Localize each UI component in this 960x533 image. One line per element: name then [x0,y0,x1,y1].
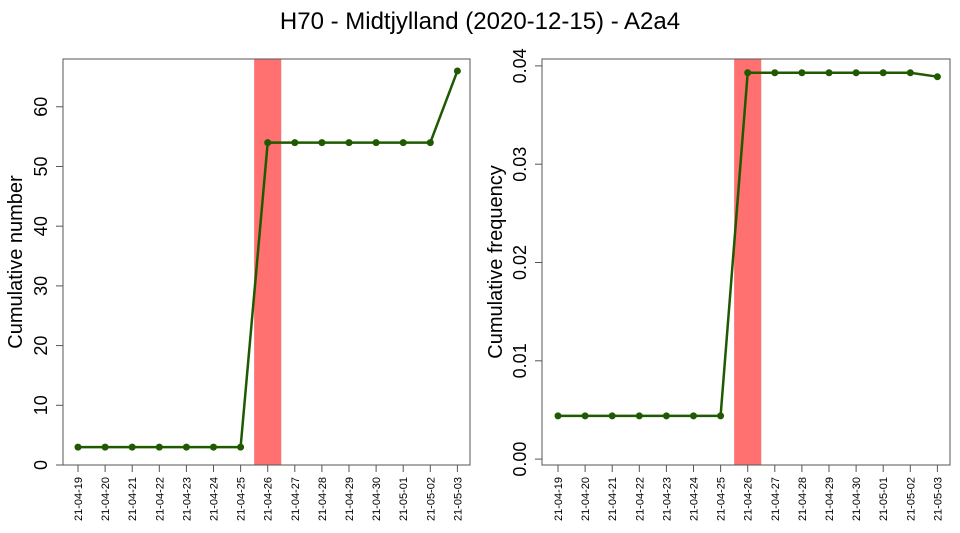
x-tick-label: 21-04-28 [317,477,329,521]
data-point [879,69,887,77]
data-point [690,412,697,420]
data-point [318,139,326,147]
y-axis-label: Cumulative number [5,175,27,349]
data-point [182,443,190,451]
highlight-band [254,59,282,465]
data-point [933,73,941,81]
data-point [771,69,779,77]
y-tick-label: 20 [31,336,51,356]
data-point [372,139,380,147]
data-point [581,412,589,420]
y-tick-label: 10 [31,395,51,415]
y-tick-label: 0.01 [510,343,530,378]
highlight-band [734,59,762,465]
y-tick-label: 40 [31,216,51,236]
x-tick-label: 21-04-20 [100,477,112,521]
y-tick-label: 0 [31,460,51,470]
data-point [717,412,725,420]
data-point [744,69,752,77]
data-point [101,443,109,451]
data-point [345,139,353,147]
x-tick-label: 21-04-27 [770,477,782,521]
x-tick-label: 21-04-22 [154,477,166,521]
chart-title: H70 - Midtjylland (2020-12-15) - A2a4 [279,8,681,35]
x-tick-label: 21-05-02 [905,477,917,521]
chart-panel-right: 0.00 0.01 0.02 0.03 0.04 Cumulative frequency… [485,48,951,521]
x-tick-label: 21-04-19 [553,477,565,521]
x-tick-label: 21-04-25 [236,477,248,521]
data-point [399,139,407,147]
data-point [608,412,616,420]
data-point [264,139,272,147]
x-tick-label: 21-04-30 [851,477,863,521]
data-point [825,69,833,77]
data-point [635,412,643,420]
x-tick-label: 21-04-25 [716,477,728,521]
chart-panel-left: 0 10 20 30 40 50 60 Cumulative number 21-04-19 21… [5,58,471,521]
x-tick-label: 21-05-02 [425,477,437,521]
x-tick-label: 21-04-22 [634,477,646,521]
x-tick-label: 21-05-03 [452,477,464,521]
data-point [128,443,136,451]
y-tick-label: 0.00 [510,442,530,477]
x-tick-label: 21-04-27 [290,477,302,521]
x-tick-label: 21-04-23 [661,477,673,521]
data-point [74,443,82,451]
y-tick-label: 60 [31,97,51,117]
x-tick-label: 21-05-01 [878,477,890,521]
y-tick-label: 30 [31,276,51,296]
data-point [554,412,562,420]
x-tick-label: 21-04-28 [797,477,809,521]
x-tick-label: 21-05-03 [932,477,944,521]
x-tick-label: 21-04-30 [371,477,383,521]
x-tick-label: 21-04-21 [607,477,619,521]
x-tick-label: 21-04-29 [344,477,356,521]
data-point [291,139,299,147]
y-tick-label: 50 [31,156,51,176]
y-tick-label: 0.03 [510,147,530,182]
x-tick-label: 21-04-24 [209,477,221,521]
x-tick-label: 21-04-24 [689,477,701,521]
data-point [662,412,670,420]
x-tick-label: 21-04-20 [580,477,592,521]
data-point [210,443,217,451]
data-point [852,69,860,77]
y-tick-label: 0.02 [510,245,530,280]
x-tick-label: 21-04-23 [181,477,193,521]
data-point [798,69,806,77]
y-axis-label: Cumulative frequency [485,165,507,358]
x-tick-label: 21-04-26 [263,477,275,521]
data-point [155,443,163,451]
x-tick-label: 21-04-21 [127,477,139,521]
x-tick-label: 21-04-19 [73,477,85,521]
x-tick-label: 21-05-01 [398,477,410,521]
x-tick-label: 21-04-29 [824,477,836,521]
plot-frame [62,58,471,466]
data-point [453,67,461,75]
data-point [426,139,434,147]
data-point [237,443,245,451]
x-tick-label: 21-04-26 [743,477,755,521]
data-point [906,69,914,77]
y-tick-label: 0.04 [510,48,530,83]
